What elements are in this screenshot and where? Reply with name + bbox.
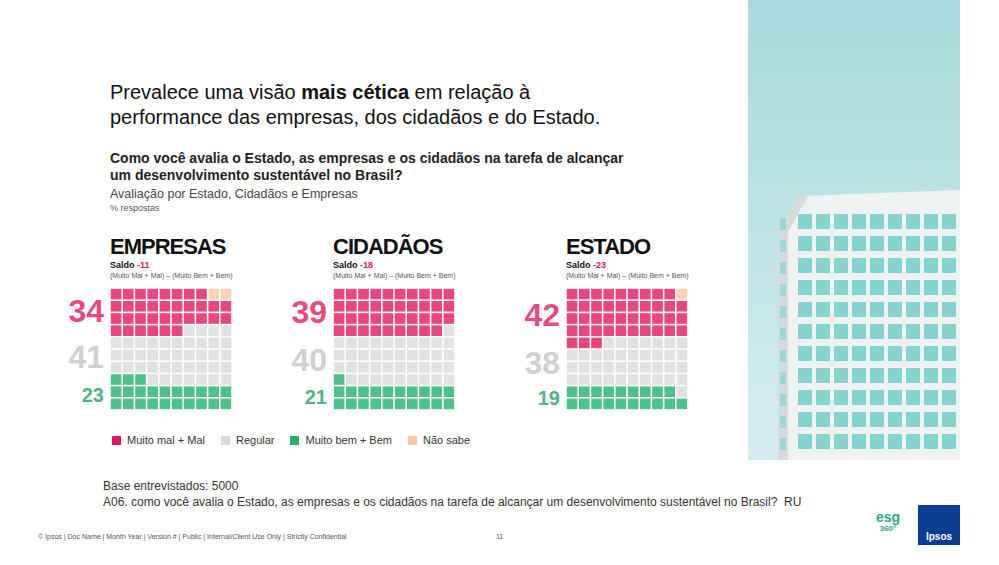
html-text:% respostas: % respostas [110, 203, 160, 213]
svg-text:19: 19 [538, 387, 560, 409]
html-text:Saldo -23: Saldo -23 [566, 260, 606, 270]
svg-text:34: 34 [68, 293, 104, 329]
html-text:EMPRESAS: EMPRESAS [110, 234, 226, 259]
html-text:ESTADO: ESTADO [566, 234, 650, 259]
html-text:Como você avalia o Estado, as: Como você avalia o Estado, as empresas e… [110, 150, 624, 183]
html-text:360°: 360° [879, 524, 897, 533]
html-text:Saldo -18: Saldo -18 [333, 260, 373, 270]
html-text:Regular: Regular [236, 434, 275, 446]
html-text:Não sabe: Não sabe [423, 434, 471, 446]
html-text:A06. como você avalia o Estado: A06. como você avalia o Estado, as empre… [103, 495, 802, 509]
svg-text:40: 40 [291, 342, 327, 378]
svg-text:23: 23 [82, 384, 104, 406]
svg-text:38: 38 [524, 345, 560, 381]
html-text:esg: esg [875, 509, 901, 525]
html-text:CIDADÃOS: CIDADÃOS [333, 234, 443, 259]
html-text:Muito mal + Mal: Muito mal + Mal [127, 434, 205, 446]
html-text:Ipsos: Ipsos [925, 531, 953, 542]
html-text:(Muito Mal + Mal) – (Muito Bem: (Muito Mal + Mal) – (Muito Bem + Bem) [110, 272, 233, 279]
html-text:© Ipsos | Doc Name | Month Yea: © Ipsos | Doc Name | Month Year | Versio… [38, 533, 347, 540]
html-text:Prevalece uma visão mais cétic: Prevalece uma visão mais cética em relaç… [110, 81, 601, 128]
html-text:Muito bem + Bem: Muito bem + Bem [305, 434, 392, 446]
svg-text:41: 41 [68, 339, 104, 375]
svg-text:39: 39 [291, 294, 327, 330]
svg-text:21: 21 [305, 386, 327, 408]
html-text:Avaliação por Estado, Cidadãos: Avaliação por Estado, Cidadãos e Empresa… [110, 187, 358, 201]
html-text:Saldo -11: Saldo -11 [110, 260, 150, 270]
html-text:11: 11 [496, 533, 504, 540]
svg-text:42: 42 [524, 297, 560, 333]
html-text:Base entrevistados: 5000: Base entrevistados: 5000 [103, 479, 239, 493]
html-text:(Muito Mal + Mal) – (Muito Bem: (Muito Mal + Mal) – (Muito Bem + Bem) [333, 272, 456, 279]
html-text:(Muito Mal + Mal) – (Muito Bem: (Muito Mal + Mal) – (Muito Bem + Bem) [566, 272, 689, 279]
